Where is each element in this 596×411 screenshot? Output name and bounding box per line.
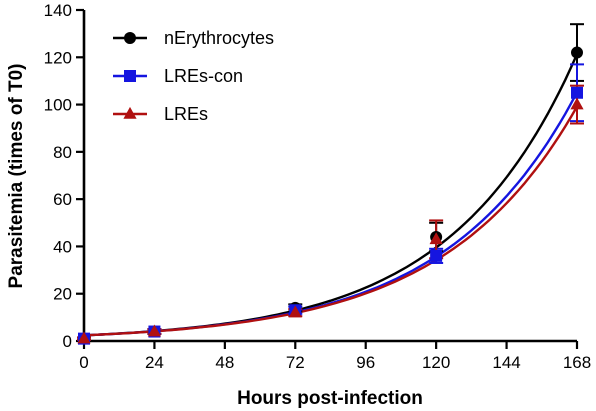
data-point-triangle — [570, 97, 584, 110]
x-tick-label: 96 — [356, 353, 375, 372]
x-axis-title: Hours post-infection — [237, 388, 423, 409]
data-point-square — [124, 70, 136, 82]
fit-curves — [83, 53, 579, 337]
x-tick-label: 48 — [215, 353, 234, 372]
fit-curve — [83, 53, 579, 337]
x-tick-label: 0 — [79, 353, 88, 372]
data-point-triangle — [77, 331, 91, 344]
fit-curve — [83, 91, 579, 337]
legend-label: nErythrocytes — [164, 28, 274, 48]
legend-label: LREs-con — [164, 66, 243, 86]
data-point-triangle — [429, 232, 443, 245]
y-tick-label: 100 — [44, 96, 72, 115]
y-tick-label: 20 — [53, 285, 72, 304]
data-markers — [77, 46, 584, 345]
data-point-triangle — [147, 324, 162, 337]
data-point-triangle — [288, 305, 302, 318]
error-bars — [77, 23, 584, 341]
x-tick-label: 168 — [563, 353, 591, 372]
fit-curve — [83, 105, 579, 337]
y-tick-label: 140 — [44, 1, 72, 20]
y-tick-label: 60 — [53, 190, 72, 209]
x-tick-label: 120 — [422, 353, 450, 372]
y-tick-label: 120 — [44, 48, 72, 67]
y-tick-label: 80 — [53, 143, 72, 162]
x-tick-label: 144 — [492, 353, 520, 372]
data-point-triangle — [123, 106, 137, 119]
legend: nErythrocytes LREs-con LREs — [113, 28, 274, 124]
data-point-square — [430, 249, 443, 262]
axes — [82, 10, 577, 343]
x-tick-label: 72 — [286, 353, 305, 372]
y-tick-label: 40 — [53, 237, 72, 256]
data-point-circle — [571, 46, 583, 59]
y-ticks: 0 20 40 60 80 100 120 140 — [44, 1, 84, 351]
y-tick-label: 0 — [63, 332, 72, 351]
x-tick-label: 24 — [145, 353, 164, 372]
y-axis-title: Parasitemia (times of T0) — [6, 64, 27, 289]
data-point-circle — [124, 32, 136, 44]
x-ticks: 0 24 48 72 96 120 144 168 — [79, 341, 591, 372]
data-point-square — [571, 86, 583, 99]
legend-label: LREs — [164, 104, 208, 124]
